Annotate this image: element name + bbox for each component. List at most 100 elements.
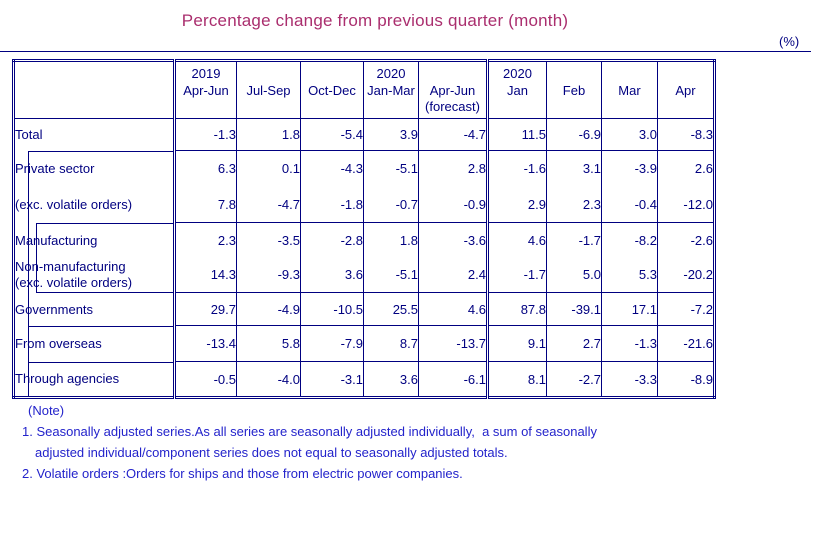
value-cell: -10.5 <box>300 292 364 326</box>
note-1-line-2: adjusted individual/component series doe… <box>35 445 508 460</box>
table-row-exc-volatile-orders: (exc. volatile orders) 7.8 -4.7 -1.8 -0.… <box>13 186 715 223</box>
value-cell: -7.2 <box>657 292 715 326</box>
value-cell: 0.1 <box>236 150 301 187</box>
header-year: 2019 <box>191 66 221 81</box>
value-cell: 2.7 <box>546 325 602 362</box>
header-period: Feb <box>562 83 586 98</box>
value-cell: -5.4 <box>300 118 364 151</box>
value-cell: -2.6 <box>657 222 715 258</box>
header-sub <box>364 99 418 115</box>
value-cell: -5.1 <box>363 150 419 187</box>
header-period: Jan <box>507 83 528 98</box>
row-label: Private sector <box>13 150 175 187</box>
value-cell: 3.6 <box>363 361 419 398</box>
header-period: Jul-Sep <box>246 83 291 98</box>
header-year: 2020 <box>376 66 406 81</box>
value-cell: 3.1 <box>546 150 602 187</box>
row-label: (exc. volatile orders) <box>13 186 175 223</box>
row-label: Total <box>15 127 43 143</box>
row-label: Governments <box>13 292 175 326</box>
value-cell: -3.1 <box>300 361 364 398</box>
value-cell: -1.7 <box>486 257 547 293</box>
column-header-feb: Feb <box>546 60 602 119</box>
value-cell: -3.6 <box>418 222 488 258</box>
header-year <box>547 65 601 82</box>
header-period: Oct-Dec <box>308 83 356 98</box>
value-cell: 1.8 <box>363 222 419 258</box>
note-2: 2. Volatile orders :Orders for ships and… <box>22 466 463 481</box>
page-title: Percentage change from previous quarter … <box>181 11 569 30</box>
value-cell: -1.7 <box>546 222 602 258</box>
value-cell: 5.3 <box>601 257 658 293</box>
value-cell: -9.3 <box>236 257 301 293</box>
value-cell: 11.5 <box>486 118 547 151</box>
value-cell: -1.3 <box>601 325 658 362</box>
value-cell: -5.1 <box>363 257 419 293</box>
value-cell: 5.0 <box>546 257 602 293</box>
column-header-jul-sep: Jul-Sep <box>236 60 301 119</box>
row-label-line1: Non-manufacturing <box>15 259 126 274</box>
value-cell: 2.8 <box>418 150 488 187</box>
value-cell: 29.7 <box>173 292 237 326</box>
header-year <box>419 65 486 82</box>
value-cell: -8.2 <box>601 222 658 258</box>
header-year <box>301 65 363 82</box>
header-sub <box>602 99 657 115</box>
value-cell: -1.6 <box>486 150 547 187</box>
value-cell: -0.7 <box>363 186 419 223</box>
column-header-2019-apr-jun: 2019 Apr-Jun <box>173 60 237 119</box>
value-cell: -1.3 <box>173 118 237 151</box>
value-cell: -4.7 <box>418 118 488 151</box>
value-cell: 3.6 <box>300 257 364 293</box>
header-period: Apr-Jun <box>183 83 229 98</box>
value-cell: 2.4 <box>418 257 488 293</box>
value-cell: 9.1 <box>486 325 547 362</box>
value-cell: -6.9 <box>546 118 602 151</box>
header-year <box>237 65 300 82</box>
value-cell: -20.2 <box>657 257 715 293</box>
top-rule <box>0 51 811 52</box>
value-cell: 8.1 <box>486 361 547 398</box>
value-cell: -2.7 <box>546 361 602 398</box>
unit-label: (%) <box>779 34 800 49</box>
value-cell: 7.8 <box>173 186 237 223</box>
table-row-private-sector: Private sector 6.3 0.1 -4.3 -5.1 2.8 -1.… <box>13 150 715 187</box>
header-year <box>602 65 657 82</box>
value-cell: 14.3 <box>173 257 237 293</box>
value-cell: 5.8 <box>236 325 301 362</box>
value-cell: 2.9 <box>486 186 547 223</box>
value-cell: -6.1 <box>418 361 488 398</box>
value-cell: -1.8 <box>300 186 364 223</box>
header-sub <box>176 99 236 115</box>
data-table: 2019 Apr-Jun Jul-Sep Oct-Dec 2020 Jan-Ma… <box>12 59 716 399</box>
row-label: Through agencies <box>13 361 175 398</box>
value-cell: 3.0 <box>601 118 658 151</box>
header-period: Jan-Mar <box>367 83 415 98</box>
column-header-oct-dec: Oct-Dec <box>300 60 364 119</box>
value-cell: -4.7 <box>236 186 301 223</box>
value-cell: 3.9 <box>363 118 419 151</box>
value-cell: -0.4 <box>601 186 658 223</box>
value-cell: -8.9 <box>657 361 715 398</box>
value-cell: -3.5 <box>236 222 301 258</box>
value-cell: -4.3 <box>300 150 364 187</box>
table-row-through-agencies: Through agencies -0.5 -4.0 -3.1 3.6 -6.1… <box>13 361 715 398</box>
value-cell: -13.4 <box>173 325 237 362</box>
value-cell: 8.7 <box>363 325 419 362</box>
value-cell: -4.9 <box>236 292 301 326</box>
value-cell: 2.3 <box>173 222 237 258</box>
column-header-mar: Mar <box>601 60 658 119</box>
value-cell: 25.5 <box>363 292 419 326</box>
value-cell: -13.7 <box>418 325 488 362</box>
value-cell: -2.8 <box>300 222 364 258</box>
value-cell: 2.3 <box>546 186 602 223</box>
value-cell: -8.3 <box>657 118 715 151</box>
value-cell: -3.3 <box>601 361 658 398</box>
table-row-total: Total -1.3 1.8 -5.4 3.9 -4.7 11.5 -6.9 3… <box>14 118 715 151</box>
header-year <box>658 65 713 82</box>
notes: (Note) 1. Seasonally adjusted series.As … <box>20 400 597 484</box>
header-sub <box>658 99 713 115</box>
row-label: Non-manufacturing (exc. volatile orders) <box>13 257 175 293</box>
column-header-2020-jan: 2020 Jan <box>486 60 547 119</box>
value-cell: -39.1 <box>546 292 602 326</box>
